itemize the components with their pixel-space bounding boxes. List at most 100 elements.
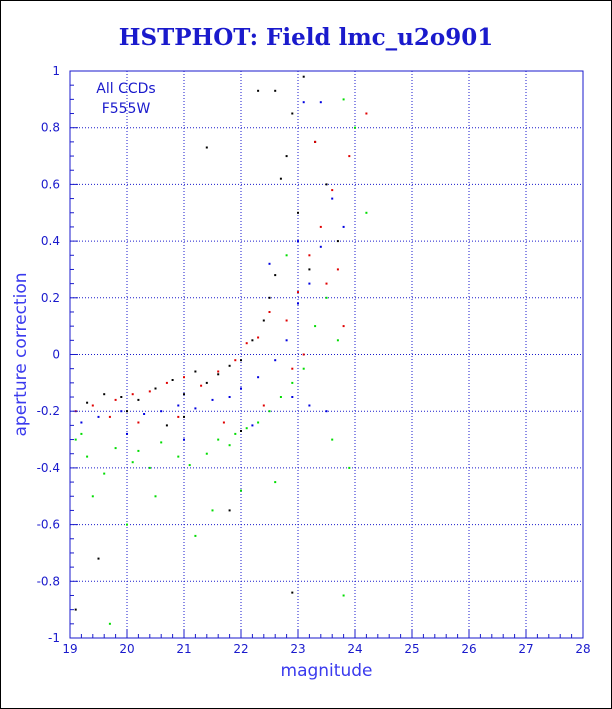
data-point	[274, 89, 277, 92]
y-tick-label: -1	[48, 631, 60, 645]
data-point	[331, 438, 334, 441]
data-point	[154, 495, 157, 498]
data-point	[302, 367, 305, 370]
data-point	[194, 534, 197, 537]
annotation-filter: F555W	[102, 101, 151, 117]
data-point	[211, 509, 214, 512]
data-point	[291, 591, 294, 594]
data-point	[120, 410, 123, 413]
data-point	[165, 424, 168, 427]
data-point	[171, 379, 174, 381]
data-point	[211, 398, 214, 401]
data-point	[279, 177, 282, 180]
data-point	[205, 381, 208, 384]
data-point	[245, 427, 248, 430]
x-tick-label: 26	[461, 642, 476, 656]
data-point	[285, 254, 288, 257]
data-point	[251, 339, 254, 342]
data-point	[257, 421, 260, 424]
annotation-all-ccds: All CCDs	[96, 81, 155, 97]
data-point	[297, 211, 299, 214]
data-point	[285, 339, 288, 342]
data-point	[143, 413, 146, 415]
data-point	[262, 319, 265, 322]
x-tick-label: 27	[518, 642, 533, 656]
data-point	[348, 155, 351, 158]
data-point	[188, 464, 191, 467]
data-point	[302, 75, 305, 78]
data-point	[97, 557, 100, 560]
data-point	[285, 319, 288, 322]
data-point	[194, 407, 197, 410]
data-point	[336, 268, 339, 271]
data-point	[257, 336, 260, 339]
data-point	[108, 622, 111, 625]
data-point	[148, 466, 151, 469]
data-point	[74, 438, 77, 441]
x-tick-label: 23	[290, 642, 305, 656]
data-point	[336, 339, 339, 342]
data-point	[365, 211, 368, 214]
data-point	[234, 359, 237, 362]
data-point	[126, 410, 128, 413]
data-point	[177, 455, 180, 458]
data-point	[91, 404, 94, 407]
data-point	[217, 438, 220, 441]
data-point	[137, 449, 140, 452]
y-tick-label: -0.4	[37, 461, 60, 475]
data-point	[205, 452, 208, 455]
data-point	[183, 393, 185, 396]
data-point	[291, 367, 294, 370]
data-point	[268, 311, 271, 313]
data-point	[251, 424, 254, 427]
data-point	[325, 282, 328, 285]
data-point	[274, 359, 277, 362]
y-tick-label: 0	[52, 348, 60, 362]
data-point	[342, 98, 345, 101]
data-point	[126, 523, 128, 526]
data-point	[348, 466, 351, 469]
data-point	[228, 444, 231, 447]
data-point	[222, 421, 225, 424]
data-point	[319, 245, 322, 248]
data-point	[200, 384, 203, 387]
x-tick-label: 28	[575, 642, 590, 656]
data-point	[205, 146, 208, 149]
plot-area	[69, 70, 584, 639]
data-point	[103, 472, 106, 475]
data-point	[80, 421, 83, 424]
data-point	[262, 404, 265, 407]
x-tick-label: 20	[119, 642, 134, 656]
data-point	[308, 254, 311, 257]
data-point	[342, 594, 345, 597]
data-point	[308, 404, 311, 407]
data-point	[177, 415, 180, 418]
data-point	[217, 373, 220, 376]
data-point	[342, 325, 345, 328]
data-point	[319, 225, 322, 228]
data-point	[331, 189, 334, 192]
data-point	[228, 396, 231, 398]
data-point	[291, 112, 294, 115]
y-axis-label: aperture correction	[11, 273, 31, 437]
data-point	[183, 415, 185, 418]
chart-title: HSTPHOT: Field lmc_u2o901	[118, 24, 494, 51]
y-axis-ticks: -1 -0.8 -0.6 -0.4 -0.2 0 0.2 0.4 0.6 0.8 1	[37, 64, 78, 645]
x-tick-label: 21	[176, 642, 191, 656]
x-axis-label: magnitude	[281, 661, 373, 681]
data-point	[137, 421, 140, 424]
data-point	[365, 112, 368, 115]
data-point	[154, 387, 157, 390]
data-point	[194, 370, 197, 373]
data-point	[160, 410, 163, 413]
data-point	[114, 447, 117, 450]
y-tick-label: -0.8	[37, 574, 60, 588]
grid-lines	[70, 71, 583, 638]
data-point	[240, 489, 242, 492]
y-tick-label: 0.8	[41, 121, 60, 135]
data-point	[234, 432, 237, 435]
data-point	[245, 342, 248, 345]
data-point	[325, 410, 328, 413]
data-point	[336, 240, 339, 243]
y-tick-label: -0.6	[37, 518, 60, 532]
